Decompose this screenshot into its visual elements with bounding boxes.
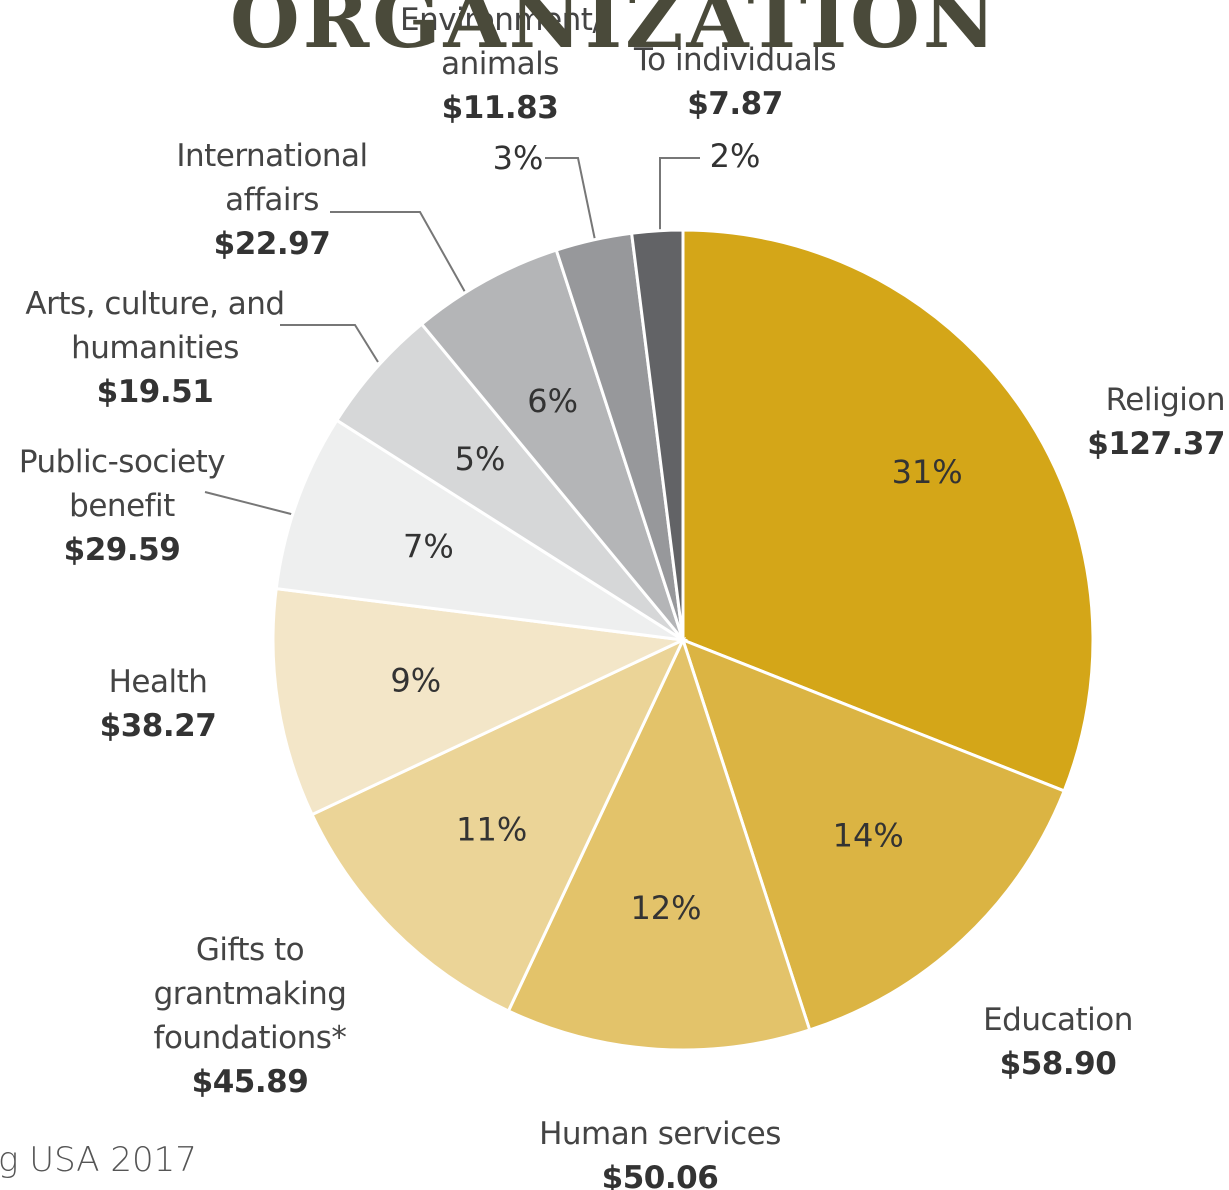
- pie-slice: [271, 586, 689, 817]
- category-name: To individuals: [633, 42, 837, 78]
- slice-label: Health $38.27: [58, 660, 258, 748]
- leader-line: [330, 211, 466, 293]
- amount-label: $19.51: [96, 374, 214, 410]
- percent-label: 14%: [833, 816, 904, 854]
- source: g USA 2017: [0, 1140, 197, 1180]
- amount-label: $50.06: [601, 1160, 719, 1190]
- pie-slice: [629, 228, 685, 641]
- pie-slice: [274, 418, 684, 642]
- chart-title: ORGANIZATION: [230, 0, 999, 66]
- pie-slice: [681, 228, 1095, 793]
- amount-label: $38.27: [99, 708, 217, 744]
- percent-label: 5%: [455, 440, 506, 478]
- percent-label: 9%: [390, 661, 441, 699]
- leader-line: [204, 491, 296, 516]
- amount-label: $127.37: [1087, 426, 1225, 462]
- percent-label: 7%: [403, 527, 454, 565]
- leader-line: [545, 157, 596, 241]
- category-name: Gifts to grantmaking foundations*: [153, 932, 347, 1056]
- category-name: Religion: [1105, 382, 1226, 418]
- category-name: International affairs: [176, 138, 368, 218]
- percent-label: 12%: [630, 889, 701, 927]
- slice-label: Public-society benefit $29.59: [2, 440, 242, 572]
- category-name: Environment/ animals: [400, 2, 603, 82]
- category-name: Public-society benefit: [18, 444, 226, 524]
- slice-label: Gifts to grantmaking foundations* $45.89: [130, 928, 370, 1104]
- slice-label: Human services $50.06: [500, 1112, 820, 1190]
- amount-label: $11.83: [441, 90, 559, 126]
- pie-slice: [506, 635, 812, 1052]
- amount-label: $58.90: [999, 1046, 1117, 1082]
- amount-label: $22.97: [213, 226, 331, 262]
- leader-line: [659, 157, 700, 232]
- pie-slice: [310, 636, 687, 1013]
- slice-label: Arts, culture, and humanities $19.51: [20, 282, 290, 414]
- slice-label: International affairs $22.97: [162, 134, 382, 266]
- percent-label: 2%: [710, 137, 761, 175]
- slice-label: To individuals $7.87: [610, 38, 860, 126]
- category-name: Arts, culture, and humanities: [25, 286, 285, 366]
- category-name: Education: [983, 1002, 1133, 1038]
- slice-label: Religion $127.37: [1080, 378, 1225, 466]
- amount-label: $45.89: [191, 1064, 309, 1100]
- percent-label: 6%: [527, 382, 578, 420]
- pie-slice: [419, 248, 685, 641]
- percent-label: 31%: [892, 453, 963, 491]
- slice-label: Education $58.90: [958, 998, 1158, 1086]
- percent-label: 11%: [456, 810, 527, 848]
- category-name: Human services: [539, 1116, 781, 1152]
- percent-label: 3%: [493, 139, 544, 177]
- amount-label: $29.59: [63, 532, 181, 568]
- amount-label: $7.87: [687, 86, 783, 122]
- category-name: Health: [108, 664, 208, 700]
- slice-label: Environment/ animals $11.83: [400, 0, 603, 130]
- leader-line: [280, 324, 379, 363]
